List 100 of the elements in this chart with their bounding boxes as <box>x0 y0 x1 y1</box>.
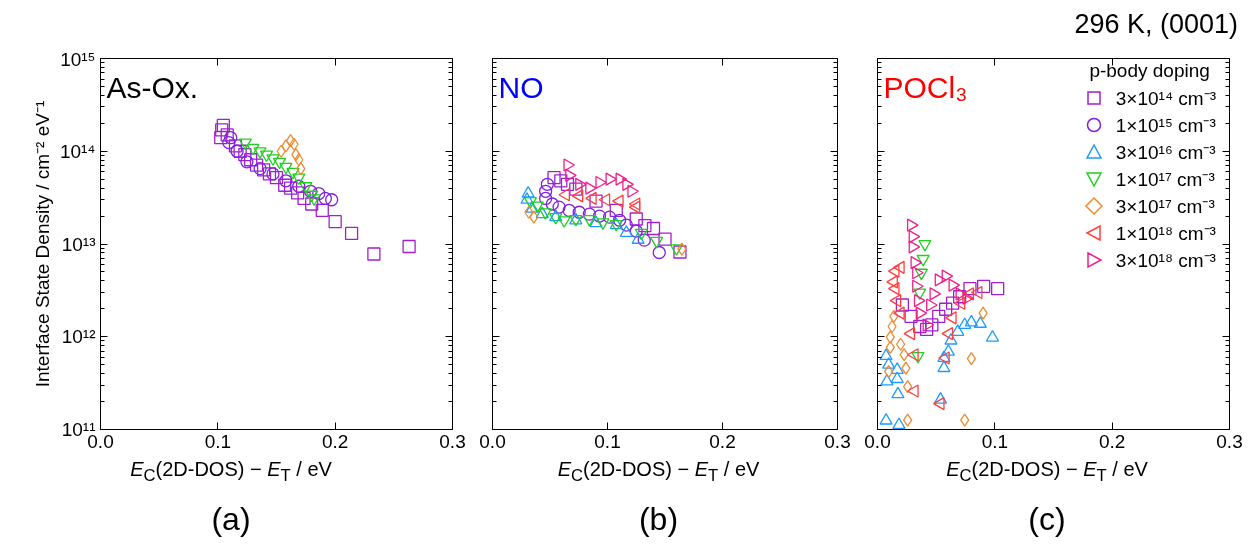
point <box>558 188 570 202</box>
point <box>907 348 919 362</box>
point <box>885 340 895 354</box>
point <box>939 302 953 316</box>
point <box>892 417 906 430</box>
x-axis-title: E$_{C}$(2D-DOS) − E$_{T}$ / eV <box>557 457 760 487</box>
point <box>214 131 228 145</box>
point <box>891 386 905 399</box>
point <box>948 278 961 292</box>
point <box>916 254 930 267</box>
point <box>903 413 913 427</box>
point <box>253 147 267 159</box>
point <box>582 214 596 227</box>
point <box>677 242 687 256</box>
point <box>612 194 624 208</box>
point <box>652 245 666 260</box>
point <box>941 344 956 356</box>
point <box>609 203 623 218</box>
legend-label: 1×10¹⁵ cm⁻³ <box>1114 114 1216 138</box>
point <box>882 357 896 369</box>
point <box>215 123 229 137</box>
point <box>937 360 951 373</box>
point <box>879 412 893 425</box>
point <box>569 182 583 196</box>
point <box>266 154 280 166</box>
point <box>244 153 258 167</box>
point <box>658 232 672 246</box>
point <box>367 247 381 261</box>
point <box>259 150 274 163</box>
point <box>344 226 359 241</box>
legend-label: 1×10¹⁷ cm⁻³ <box>1114 168 1216 192</box>
point <box>908 240 921 254</box>
x-tick-label: 0.2 <box>709 430 736 452</box>
y-tick-label: 10¹² <box>61 326 96 348</box>
point <box>554 174 568 188</box>
point <box>918 239 932 252</box>
point <box>297 191 311 206</box>
y-tick-label: 10¹⁴ <box>59 140 96 162</box>
point <box>907 384 919 398</box>
x-tick-label: 0.3 <box>824 430 851 452</box>
point <box>224 131 238 145</box>
point <box>929 287 942 301</box>
point <box>962 287 975 301</box>
point <box>913 288 927 301</box>
point <box>631 232 645 244</box>
point <box>305 197 319 211</box>
point <box>545 197 559 211</box>
point <box>904 309 918 323</box>
point <box>572 205 586 219</box>
point <box>552 200 566 214</box>
legend-label: 3×10¹⁷ cm⁻³ <box>1114 195 1216 219</box>
point <box>238 147 252 162</box>
point <box>978 306 988 320</box>
point <box>525 201 539 213</box>
point <box>538 191 553 206</box>
point <box>520 192 534 204</box>
point <box>222 135 236 150</box>
point <box>890 362 904 374</box>
point <box>649 236 664 249</box>
point <box>887 264 900 278</box>
point <box>622 177 634 191</box>
point <box>889 294 902 308</box>
point <box>602 210 617 224</box>
point <box>292 173 306 186</box>
point <box>529 210 539 224</box>
point <box>523 197 538 209</box>
point <box>615 172 628 186</box>
point <box>598 193 611 207</box>
point <box>637 233 651 247</box>
point <box>673 245 687 259</box>
y-tick-label: 10¹³ <box>61 233 96 255</box>
point <box>901 361 911 375</box>
point <box>325 193 339 207</box>
point <box>895 337 906 351</box>
point <box>240 155 254 169</box>
legend-title: p-body doping <box>1088 59 1211 83</box>
text: (c) <box>1028 500 1066 539</box>
legend-label: 3×10¹⁸ cm⁻³ <box>1114 249 1216 273</box>
point <box>945 296 960 310</box>
point <box>910 255 923 270</box>
point <box>914 268 929 281</box>
point <box>893 306 905 320</box>
point <box>925 318 939 332</box>
point <box>963 282 977 296</box>
point <box>547 170 561 185</box>
point <box>582 207 596 221</box>
text: (b) <box>638 500 679 539</box>
point <box>307 194 321 206</box>
x-tick-label: 0.0 <box>864 430 891 452</box>
point <box>629 212 643 226</box>
point <box>889 309 899 323</box>
chart-title: 296 K, (0001) <box>1074 8 1238 41</box>
point <box>538 184 553 198</box>
point <box>249 158 264 172</box>
legend-label: 1×10¹⁸ cm⁻³ <box>1114 222 1216 246</box>
point <box>524 205 534 219</box>
point <box>246 143 260 156</box>
point <box>592 209 607 223</box>
x-axis-title: E$_{C}$(2D-DOS) − E$_{T}$ / eV <box>946 457 1148 487</box>
point <box>521 185 535 198</box>
